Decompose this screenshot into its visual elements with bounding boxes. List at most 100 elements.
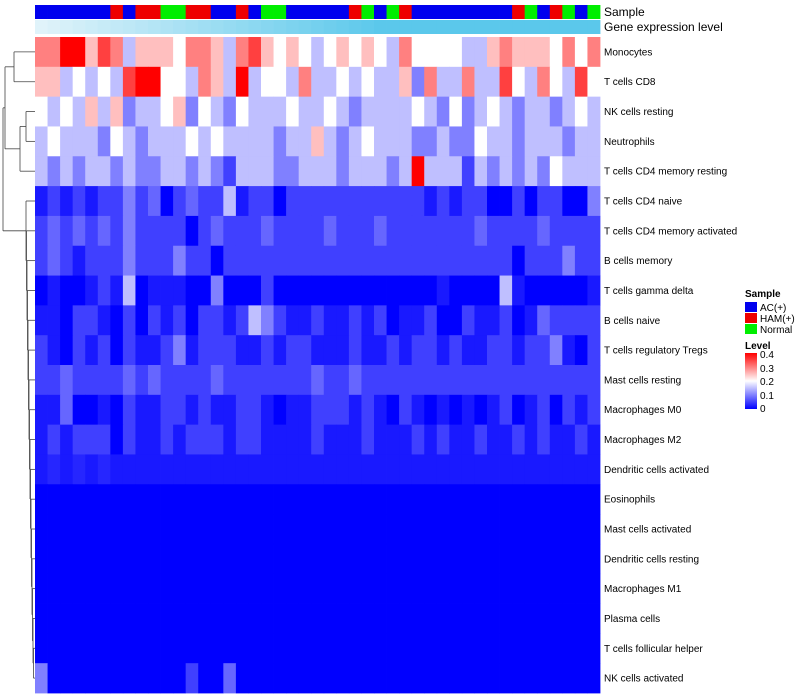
heatmap-cell (160, 663, 174, 694)
heatmap-cell (424, 215, 438, 247)
heatmap-cell (223, 573, 237, 604)
heatmap-cell (411, 484, 425, 515)
heatmap-cell (298, 484, 312, 515)
heatmap-cell (286, 305, 300, 336)
heatmap-cell (286, 66, 300, 98)
heatmap-cell (386, 484, 400, 515)
heatmap-cell (110, 663, 124, 694)
heatmap-cell (487, 335, 500, 366)
heatmap-cell (72, 37, 86, 68)
heatmap-cell (47, 603, 61, 634)
heatmap-cell (35, 66, 48, 98)
heatmap-cell (411, 633, 425, 664)
heatmap-cell (148, 394, 161, 426)
level-tick-0.2: 0.2 (760, 377, 774, 388)
heatmap-cell (436, 335, 450, 366)
heatmap-cell (361, 514, 375, 545)
heatmap-cell (461, 543, 475, 575)
heatmap-cell (35, 305, 48, 336)
heatmap-cell (261, 215, 274, 247)
heatmap-cell (562, 603, 576, 634)
heatmap-cell (311, 484, 325, 515)
heatmap-cell (436, 454, 450, 485)
heatmap-cell (587, 663, 601, 694)
heatmap-cell (399, 156, 413, 187)
heatmap-cell (311, 454, 325, 485)
heatmap-cell (173, 156, 187, 187)
heatmap-cell (235, 454, 249, 485)
heatmap-cell (135, 633, 149, 664)
heatmap-cell (235, 514, 249, 545)
heatmap-cell (85, 514, 99, 545)
heatmap-cell (72, 514, 86, 545)
heatmap-cell (148, 215, 161, 247)
gene-track-cell (60, 20, 74, 34)
heatmap-cell (336, 365, 350, 396)
heatmap-cell (47, 663, 61, 694)
heatmap-cell (574, 96, 588, 127)
heatmap-cell (223, 96, 237, 127)
heatmap-cell (449, 424, 463, 455)
heatmap-cell (148, 454, 161, 485)
sample-track-cell (549, 5, 563, 19)
heatmap-cell (148, 245, 161, 276)
heatmap-cell (60, 394, 74, 426)
heatmap-cell (436, 215, 450, 247)
heatmap-cell (60, 215, 74, 247)
heatmap-cell (587, 543, 601, 575)
gene-track-cell (424, 20, 438, 34)
heatmap-cell (47, 126, 61, 157)
gene-track-cell (336, 20, 350, 34)
heatmap-cell (336, 603, 350, 634)
heatmap-cell (336, 245, 350, 276)
heatmap-cell (323, 424, 337, 455)
heatmap-cell (336, 663, 350, 694)
heatmap-cell (574, 424, 588, 455)
heatmap-cell (499, 394, 513, 426)
heatmap-cell (524, 245, 538, 276)
heatmap-cell (185, 37, 199, 68)
level-tick-0.1: 0.1 (760, 391, 774, 402)
heatmap-cell (524, 514, 538, 545)
heatmap-cell (110, 245, 124, 276)
heatmap-cell (411, 424, 425, 455)
heatmap-cell (549, 186, 563, 217)
heatmap-cell (85, 66, 99, 98)
heatmap-cell (474, 96, 488, 127)
heatmap-cell (210, 633, 224, 664)
heatmap-cell (286, 96, 300, 127)
heatmap-cell (210, 156, 224, 187)
heatmap-cell (160, 603, 174, 634)
heatmap-cell (487, 126, 500, 157)
heatmap-cell (512, 454, 526, 485)
heatmap-cell (160, 66, 174, 98)
heatmap-cell (198, 514, 212, 545)
heatmap-cell (449, 365, 463, 396)
heatmap-cell (574, 603, 588, 634)
heatmap-cell (499, 424, 513, 455)
heatmap-cell (411, 37, 425, 68)
gene-track-cell (97, 20, 111, 34)
sample-track-label: Sample (604, 5, 645, 19)
heatmap-cell (235, 603, 249, 634)
heatmap-cell (537, 484, 551, 515)
heatmap-cell (261, 454, 274, 485)
heatmap-cell (386, 305, 400, 336)
heatmap-cell (537, 37, 551, 68)
heatmap-cell (223, 603, 237, 634)
heatmap-cell (336, 543, 350, 575)
heatmap-cell (549, 215, 563, 247)
heatmap-cell (110, 454, 124, 485)
heatmap-cell (348, 633, 362, 664)
heatmap-cell (562, 424, 576, 455)
heatmap-cell (512, 245, 526, 276)
heatmap-cell (273, 365, 287, 396)
heatmap-cell (122, 633, 136, 664)
heatmap-cell (587, 245, 601, 276)
heatmap-cell (60, 305, 74, 336)
heatmap-cell (261, 156, 274, 187)
heatmap-cell (374, 663, 387, 694)
sample-track-cell (323, 5, 337, 19)
heatmap-cell (537, 514, 551, 545)
heatmap-cell (185, 484, 199, 515)
